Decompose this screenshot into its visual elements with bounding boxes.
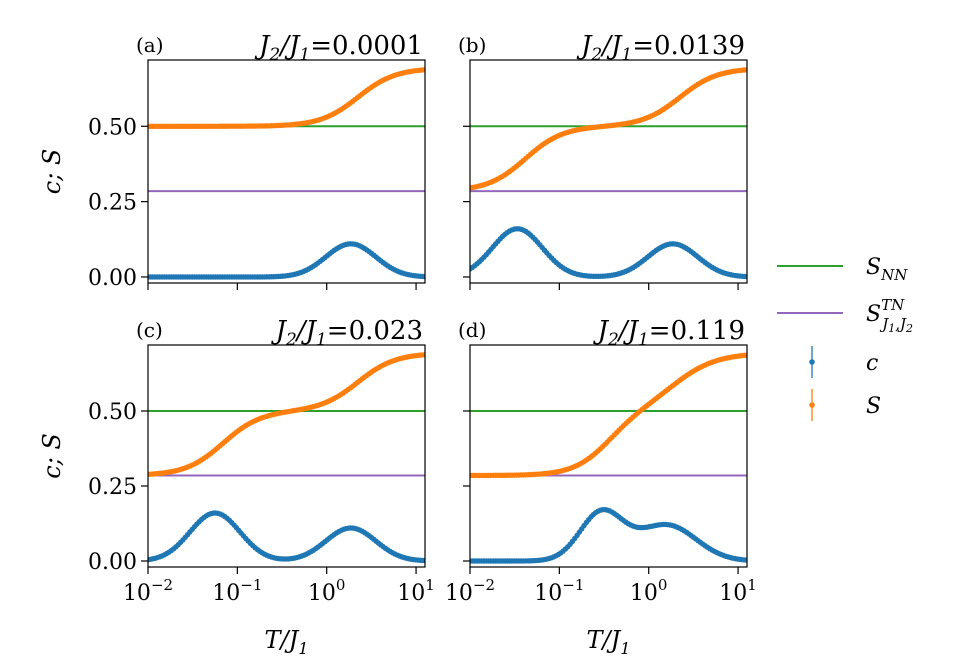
point-c: [422, 557, 425, 564]
point-c: [422, 273, 425, 280]
point-c: [744, 273, 747, 280]
panel-a: 0.00 0.25 0.50 (a) J2/J1=0.0001 c; S: [38, 31, 426, 291]
panel-title: J2/J1=0.119: [593, 316, 746, 350]
legend-label: SNN: [866, 255, 908, 284]
panel-title: J2/J1=0.0001: [254, 31, 423, 65]
axes-frame: [147, 59, 426, 284]
y-tick-label: 0.25: [88, 191, 137, 216]
legend-label: c: [866, 351, 878, 376]
point-S: [744, 67, 747, 73]
panel-tag: (b): [458, 33, 486, 57]
axes-frame: [469, 344, 748, 568]
legend-item-c: c: [809, 346, 878, 378]
legend-marker-swatch: [809, 402, 815, 408]
legend-marker-swatch: [809, 359, 815, 365]
point-S: [422, 351, 425, 358]
series-c: [470, 226, 747, 280]
panel-tag: (a): [136, 33, 164, 57]
legend-item-S_NN: SNN: [777, 255, 908, 284]
axes-frame: [147, 344, 426, 568]
point-S: [422, 67, 425, 73]
y-tick-label: 0.25: [88, 475, 137, 500]
x-tick-label: 100: [630, 576, 668, 606]
series-S: [470, 352, 747, 479]
series-S: [148, 67, 425, 129]
panel-d: 10−2 10−1 100 101 (d) J2/J1=0.119 T/J1: [445, 316, 757, 658]
x-tick-label: 101: [397, 576, 435, 606]
point-S: [744, 352, 747, 358]
y-tick-label: 0.50: [88, 400, 137, 425]
x-tick-label: 10−1: [212, 576, 262, 606]
plot-area: [148, 67, 425, 280]
plot-area: [470, 352, 747, 564]
y-axis-label: c; S: [38, 149, 66, 195]
series-S: [148, 351, 425, 478]
legend-item-S: S: [809, 389, 881, 421]
point-c: [744, 557, 747, 563]
legend-label: STN J1,J2: [866, 296, 913, 335]
x-tick-label: 100: [308, 576, 346, 606]
panel-b: (b) J2/J1=0.0139: [458, 31, 748, 290]
y-axis-label: c; S: [38, 433, 66, 479]
x-axis-label: T/J1: [265, 626, 309, 658]
y-tick-label: 0.00: [88, 550, 137, 575]
x-tick-label: 10−2: [445, 576, 495, 606]
x-tick-label: 101: [719, 576, 757, 606]
series-S: [470, 67, 747, 191]
y-tick-label: 0.50: [88, 115, 137, 140]
plot-area: [470, 67, 747, 280]
x-axis-label: T/J1: [587, 626, 631, 658]
legend-label: S: [866, 394, 881, 419]
panel-title: J2/J1=0.023: [271, 316, 424, 350]
legend: SNN STN J1,J2 cS: [777, 255, 913, 421]
x-tick-label: 10−2: [123, 576, 173, 606]
x-tick-label: 10−1: [534, 576, 584, 606]
series-c: [148, 510, 425, 564]
series-c: [148, 241, 425, 280]
panel-c: 0.00 0.25 0.50 10−2 10−1 100 101 (c) J2/J1=0.023…: [38, 316, 435, 658]
series-c: [470, 506, 747, 564]
y-tick-label: 0.00: [88, 266, 137, 291]
panel-tag: (c): [136, 318, 163, 342]
panel-tag: (d): [458, 318, 486, 342]
plot-area: [148, 351, 425, 564]
axes-frame: [469, 59, 748, 284]
legend-item-S_TN: STN J1,J2: [777, 296, 913, 335]
panel-title: J2/J1=0.0139: [576, 31, 745, 65]
